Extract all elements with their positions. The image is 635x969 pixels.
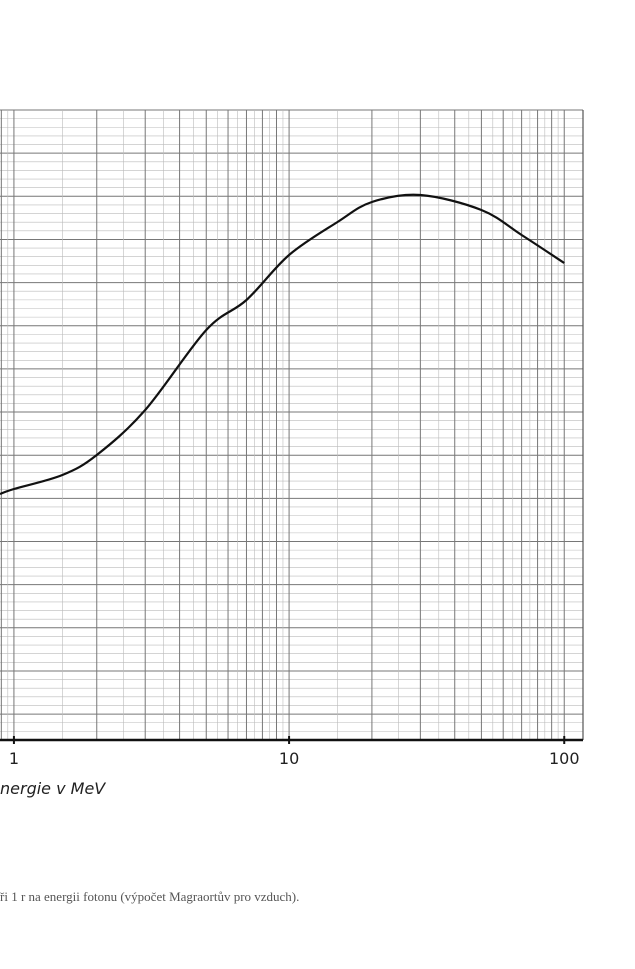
graph-paper [0,109,584,741]
curve [0,193,565,496]
x-axis-label: nergie v MeV [0,779,106,798]
x-tick-label: 10 [279,749,299,768]
caption: ři 1 r na energii fotonu (výpočet Magrao… [0,889,299,904]
x-tick-label: 1 [9,749,19,768]
x-tick-label: 100 [549,749,580,768]
